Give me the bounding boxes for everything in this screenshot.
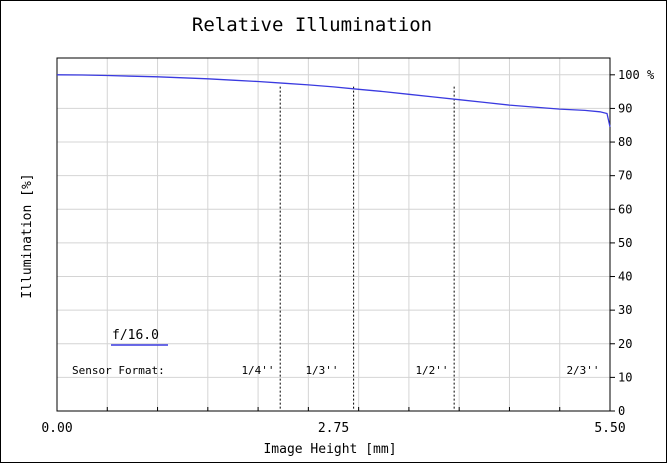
chart-title: Relative Illumination: [192, 14, 432, 36]
sensor-format-4: 2/3'': [566, 364, 599, 377]
legend-label: f/16.0: [112, 328, 159, 343]
y-tick-label: 30: [618, 303, 632, 317]
y-tick-label: 90: [618, 101, 632, 115]
sensor-format-label: Sensor Format:: [72, 364, 165, 377]
y-axis-label: Illumination [%]: [20, 173, 35, 298]
sensor-format-2: 1/3'': [305, 364, 338, 377]
y-unit-label: %: [647, 68, 655, 82]
y-tick-label: 40: [618, 270, 632, 284]
x-tick-label: 5.50: [594, 421, 625, 436]
plot-border: [56, 57, 611, 412]
y-tick-label: 10: [618, 370, 632, 384]
sensor-format-3: 1/2'': [415, 364, 448, 377]
y-tick-label: 0: [618, 404, 625, 418]
y-tick-label: 50: [618, 236, 632, 250]
x-axis-label: Image Height [mm]: [263, 442, 396, 457]
series-line: [56, 74, 611, 128]
y-tick-label: 70: [618, 169, 632, 183]
y-tick-label: 20: [618, 337, 632, 351]
x-tick-label: 0.00: [41, 421, 72, 436]
y-tick-label: 80: [618, 135, 632, 149]
y-tick-label: 60: [618, 202, 632, 216]
y-tick-label: 100: [618, 68, 640, 82]
plot-area: 0 10 20 30 40 50 60 70 80 90 100 % 0.00 2.75 5.50 Senso…: [41, 57, 655, 436]
sensor-format-1: 1/4'': [241, 364, 274, 377]
x-tick-label: 2.75: [318, 421, 349, 436]
